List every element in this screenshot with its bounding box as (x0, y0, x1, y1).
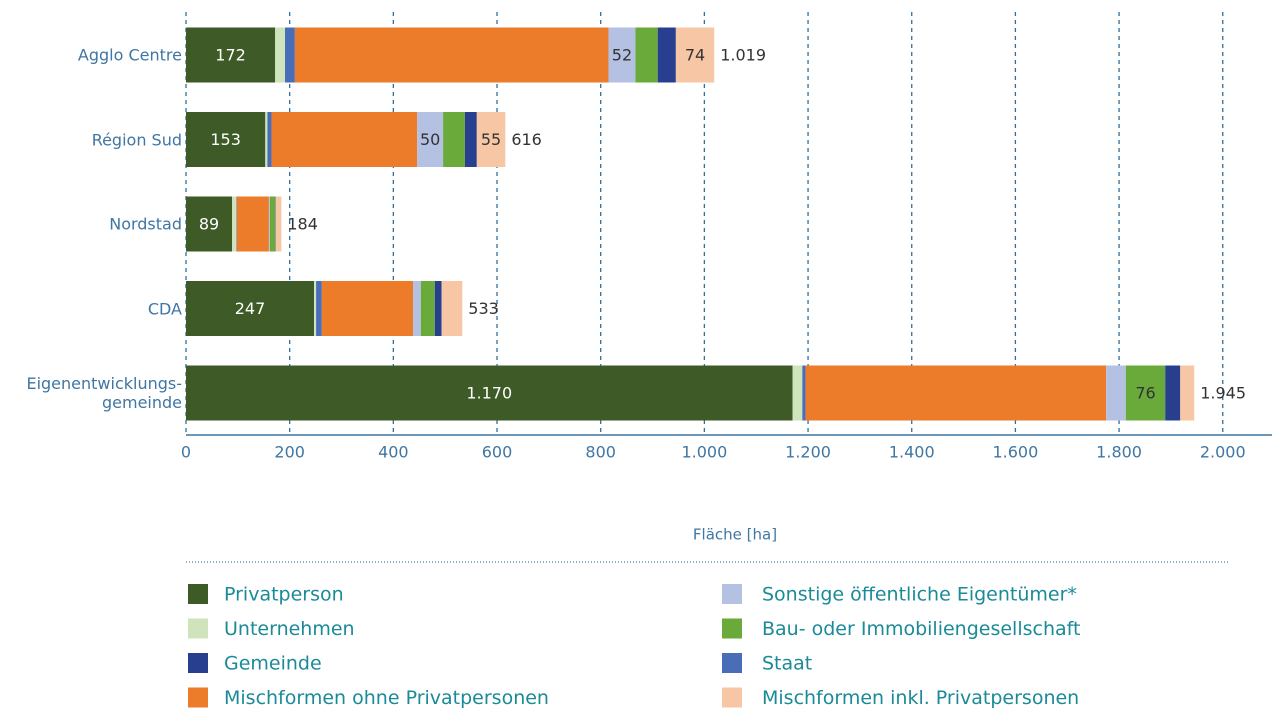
x-axis-label: Fläche [ha] (693, 526, 777, 544)
x-tick-label: 0 (181, 443, 191, 462)
x-tick-label: 200 (274, 443, 305, 462)
x-tick-label: 1.000 (681, 443, 727, 462)
bar-segment (285, 27, 295, 83)
legend-label: Bau- oder Immobiliengesellschaft (762, 618, 1080, 640)
legend-swatch (722, 687, 742, 708)
bar-segment (186, 196, 233, 252)
y-tick-label: Eigenentwicklungs-gemeinde (26, 374, 182, 412)
y-tick-label: Région Sud (91, 130, 182, 149)
bar-segment (635, 27, 658, 83)
legend-swatch (722, 618, 742, 639)
y-tick-label: Nordstad (109, 214, 182, 234)
legend-swatch (722, 653, 742, 673)
total-label: 1.019 (720, 46, 766, 65)
legend-label: Privatperson (224, 584, 344, 606)
value-label: 74 (685, 46, 705, 65)
bar-segment (1165, 365, 1181, 421)
legend-label: Mischformen ohne Privatpersonen (224, 687, 549, 708)
value-label: 76 (1135, 384, 1155, 403)
x-tick-label: 1.600 (992, 443, 1038, 462)
legend-label: Sonstige öffentliche Eigentümer* (762, 584, 1077, 606)
bar-segment (417, 112, 444, 167)
bar-segment (464, 112, 477, 167)
value-label: 1.170 (466, 384, 512, 403)
bar-segment (275, 27, 286, 83)
legend-swatch (722, 584, 742, 604)
bar-segment (321, 281, 414, 336)
y-tick-label: Agglo Centre (77, 45, 182, 65)
bar-segment (271, 112, 418, 167)
bar-segment (186, 365, 793, 421)
bar-segment (608, 27, 636, 83)
bar-segment (413, 281, 421, 336)
value-label: 89 (199, 215, 219, 234)
total-label: 533 (468, 299, 499, 318)
bar-segment (186, 112, 266, 167)
total-label: 616 (511, 130, 542, 149)
x-tick-label: 600 (482, 443, 513, 462)
legend-label: Staat (762, 653, 812, 675)
bar-segment (1106, 365, 1126, 421)
legend-label: Gemeinde (224, 653, 322, 675)
x-tick-label: 1.400 (889, 443, 935, 462)
bar-segment (434, 281, 442, 336)
x-tick-label: 2.000 (1200, 443, 1246, 462)
legend-swatch (188, 687, 208, 708)
bar-segment (675, 27, 715, 83)
bar-segment (275, 196, 282, 252)
legend-label: Mischformen inkl. Privatpersonen (762, 687, 1079, 708)
bar-segment (316, 281, 322, 336)
bar-segment (314, 281, 317, 336)
bar-segment (294, 27, 609, 83)
value-label: 50 (420, 130, 440, 149)
value-label: 172 (215, 46, 246, 65)
bar-segment (443, 112, 465, 167)
value-label: 153 (210, 130, 241, 149)
value-label: 52 (612, 46, 632, 65)
bar-segment (186, 281, 315, 336)
bar-segment (1180, 365, 1195, 421)
value-label: 247 (235, 299, 266, 318)
bar-segment (657, 27, 676, 83)
bar-segment (420, 281, 435, 336)
legend-label: Unternehmen (224, 618, 355, 640)
bar-segment (802, 365, 806, 421)
x-tick-label: 1.800 (1096, 443, 1142, 462)
bar-segment (268, 196, 270, 252)
bar-segment (476, 112, 506, 167)
y-tick-label: CDA (147, 299, 182, 318)
bar-segment (1125, 365, 1166, 421)
bar-segment (232, 196, 237, 252)
legend-swatch (188, 618, 208, 639)
bar-segment (441, 281, 463, 336)
bar-segment (265, 112, 268, 167)
total-label: 1.945 (1200, 384, 1246, 403)
bar-segment (275, 196, 276, 252)
legend-swatch (188, 584, 208, 604)
value-label: 55 (481, 130, 501, 149)
bar-segment (792, 365, 803, 421)
bar-segment (805, 365, 1107, 421)
x-tick-label: 1.200 (785, 443, 831, 462)
bar-segment (236, 196, 237, 252)
bar-segment (236, 196, 269, 252)
total-label: 184 (287, 215, 318, 234)
x-tick-label: 800 (585, 443, 616, 462)
bar-segment (186, 27, 276, 83)
bar-segment (267, 112, 272, 167)
bar-segment (269, 196, 276, 252)
x-tick-label: 400 (378, 443, 409, 462)
legend-swatch (188, 653, 208, 673)
